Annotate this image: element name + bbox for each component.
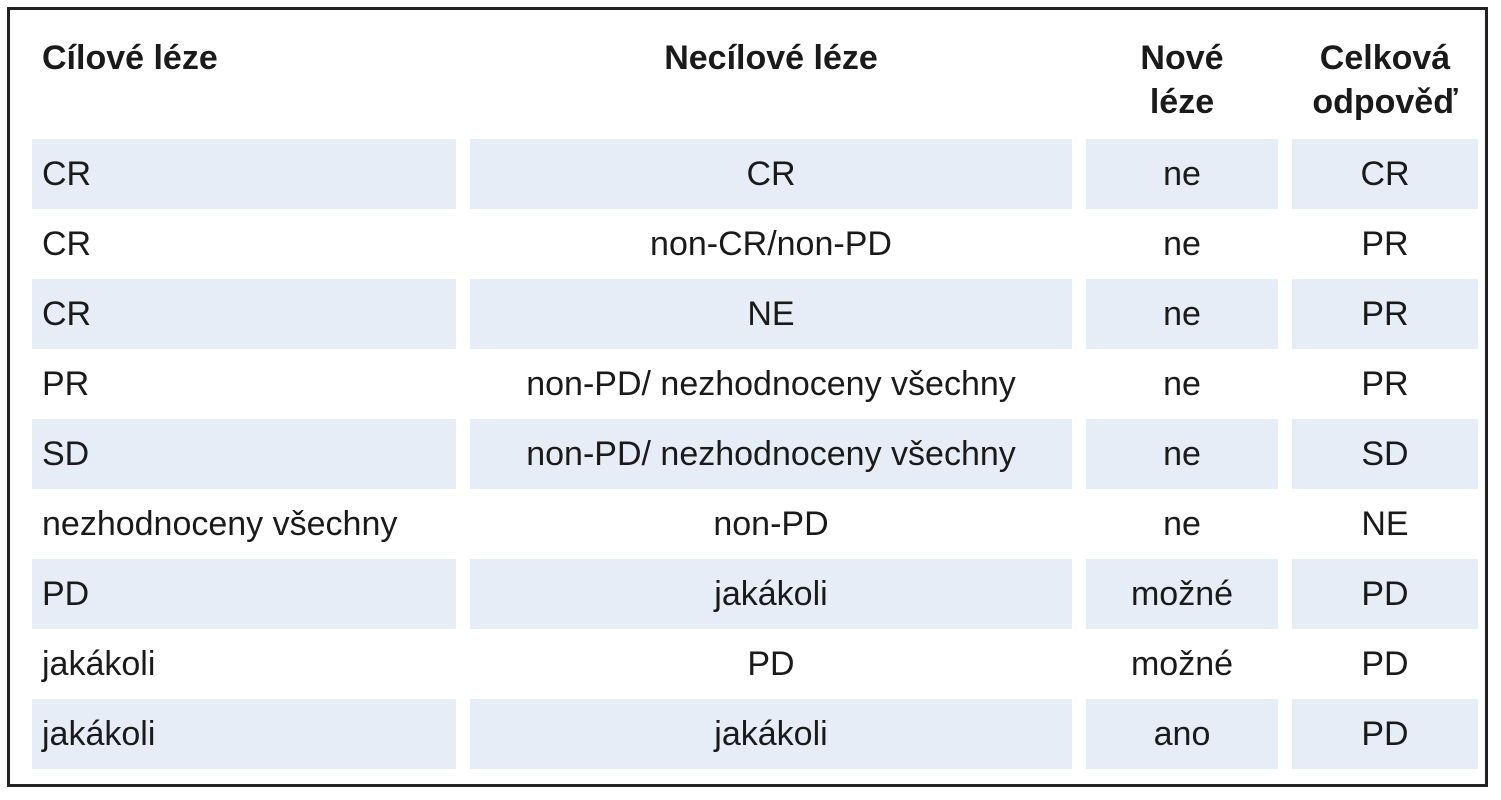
table-row: SD non-PD/ nezhodnoceny všechny ne SD [32, 419, 1478, 489]
cell-overall: PR [1292, 279, 1478, 349]
cell-new: možné [1086, 629, 1278, 699]
cell-target: jakákoli [32, 699, 456, 769]
table-row: nezhodnoceny všechny non-PD ne NE [32, 489, 1478, 559]
cell-overall: NE [1292, 489, 1478, 559]
table-row: PR non-PD/ nezhodnoceny všechny ne PR [32, 349, 1478, 419]
cell-overall: SD [1292, 419, 1478, 489]
cell-non-target: CR [470, 139, 1072, 209]
header-new-lesions-line1: Nové [1140, 39, 1224, 77]
cell-overall: PD [1292, 559, 1478, 629]
cell-overall: PR [1292, 349, 1478, 419]
cell-new: ne [1086, 139, 1278, 209]
cell-new: ne [1086, 419, 1278, 489]
cell-overall: PR [1292, 209, 1478, 279]
cell-new: ne [1086, 209, 1278, 279]
cell-new: ne [1086, 279, 1278, 349]
cell-non-target: non-CR/non-PD [470, 209, 1072, 279]
cell-target: PD [32, 559, 456, 629]
table-row: jakákoli jakákoli ano PD [32, 699, 1478, 769]
cell-new: ne [1086, 349, 1278, 419]
table-frame: Cílové léze Necílové léze Nové léze Celk… [7, 7, 1488, 787]
cell-target: SD [32, 419, 456, 489]
cell-overall: PD [1292, 629, 1478, 699]
cell-target: CR [32, 139, 456, 209]
header-overall-response: Celková odpověď [1292, 24, 1478, 139]
table-row: CR CR ne CR [32, 139, 1478, 209]
cell-target: PR [32, 349, 456, 419]
table-row: PD jakákoli možné PD [32, 559, 1478, 629]
cell-target: CR [32, 279, 456, 349]
cell-non-target: NE [470, 279, 1072, 349]
cell-non-target: PD [470, 629, 1072, 699]
cell-target: CR [32, 209, 456, 279]
header-target-lesions: Cílové léze [42, 39, 218, 77]
cell-target: nezhodnoceny všechny [32, 489, 456, 559]
cell-target: jakákoli [32, 629, 456, 699]
cell-non-target: jakákoli [470, 559, 1072, 629]
header-new-lesions-line2: léze [1149, 83, 1215, 122]
header-new-lesions: Nové léze [1086, 24, 1278, 139]
cell-non-target: non-PD [470, 489, 1072, 559]
table-row: jakákoli PD možné PD [32, 629, 1478, 699]
table-row: CR non-CR/non-PD ne PR [32, 209, 1478, 279]
cell-overall: CR [1292, 139, 1478, 209]
cell-overall: PD [1292, 699, 1478, 769]
table-header-row: Cílové léze Necílové léze Nové léze Celk… [32, 24, 1478, 139]
cell-non-target: non-PD/ nezhodnoceny všechny [470, 419, 1072, 489]
cell-non-target: non-PD/ nezhodnoceny všechny [470, 349, 1072, 419]
cell-new: ano [1086, 699, 1278, 769]
header-overall-response-line2: odpověď [1312, 83, 1458, 122]
header-overall-response-line1: Celková [1319, 39, 1451, 77]
table-row: CR NE ne PR [32, 279, 1478, 349]
cell-new: možné [1086, 559, 1278, 629]
response-table: Cílové léze Necílové léze Nové léze Celk… [32, 24, 1478, 769]
cell-non-target: jakákoli [470, 699, 1072, 769]
header-non-target-lesions: Necílové léze [664, 39, 878, 77]
cell-new: ne [1086, 489, 1278, 559]
